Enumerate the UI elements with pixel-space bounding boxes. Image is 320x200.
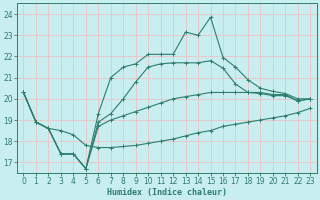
X-axis label: Humidex (Indice chaleur): Humidex (Indice chaleur) xyxy=(107,188,227,197)
